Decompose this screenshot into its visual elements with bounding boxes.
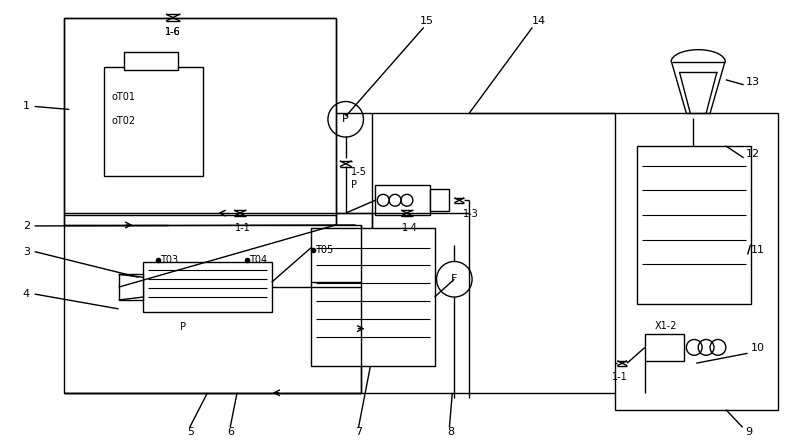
Text: T03: T03 xyxy=(160,255,178,264)
Text: oT01: oT01 xyxy=(112,91,136,102)
Text: 1-5: 1-5 xyxy=(350,167,366,177)
Text: 7: 7 xyxy=(355,427,362,437)
Text: T05: T05 xyxy=(315,244,334,255)
Bar xyxy=(143,263,272,312)
Bar xyxy=(104,67,202,175)
Text: 6: 6 xyxy=(227,427,234,437)
Text: 3: 3 xyxy=(23,247,30,257)
Text: T04: T04 xyxy=(249,255,267,264)
Bar xyxy=(123,52,178,70)
Bar xyxy=(375,186,430,215)
Text: 1-1: 1-1 xyxy=(612,372,628,382)
Text: 1-3: 1-3 xyxy=(463,209,479,219)
Text: oT02: oT02 xyxy=(112,116,136,126)
Bar xyxy=(645,334,684,361)
Text: P: P xyxy=(350,180,357,191)
Text: 1: 1 xyxy=(23,102,30,111)
Bar xyxy=(637,146,750,304)
Text: 12: 12 xyxy=(746,149,760,159)
Bar xyxy=(311,228,434,366)
Bar xyxy=(64,18,336,215)
Text: F: F xyxy=(451,274,458,284)
Text: 5: 5 xyxy=(186,427,194,437)
Text: 11: 11 xyxy=(750,244,765,255)
Text: 9: 9 xyxy=(746,427,753,437)
Text: 4: 4 xyxy=(23,289,30,299)
Text: P: P xyxy=(180,322,186,332)
Bar xyxy=(615,113,778,410)
Bar xyxy=(64,225,361,393)
Text: 1-1: 1-1 xyxy=(235,223,251,233)
Text: 1-6: 1-6 xyxy=(165,27,181,38)
Text: X1-2: X1-2 xyxy=(654,320,678,331)
Text: P: P xyxy=(342,114,349,124)
Bar xyxy=(118,274,143,300)
Text: 13: 13 xyxy=(746,77,760,87)
Text: 8: 8 xyxy=(447,427,454,437)
Text: 1-6: 1-6 xyxy=(165,27,181,38)
Text: 14: 14 xyxy=(532,15,546,26)
Text: 2: 2 xyxy=(23,221,30,231)
Text: 10: 10 xyxy=(750,343,765,353)
Bar xyxy=(430,190,450,211)
Text: 15: 15 xyxy=(420,15,434,26)
Text: 1-4: 1-4 xyxy=(402,223,418,233)
